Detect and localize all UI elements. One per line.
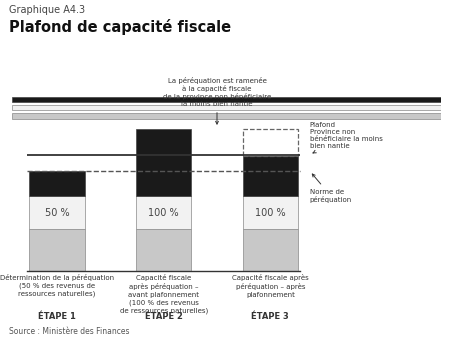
Bar bbox=[29, 229, 85, 271]
Bar bbox=[243, 197, 298, 229]
Text: Capacité fiscale
après péréquation –
avant plafonnement
(100 % des revenus
de re: Capacité fiscale après péréquation – ava… bbox=[120, 274, 208, 314]
Bar bbox=[136, 229, 191, 271]
Text: Graphique A4.3: Graphique A4.3 bbox=[9, 5, 85, 15]
Bar bbox=[136, 197, 191, 229]
Text: 50 %: 50 % bbox=[45, 208, 69, 218]
Bar bbox=[243, 229, 298, 271]
Text: ÉTAPE 3: ÉTAPE 3 bbox=[252, 312, 289, 321]
Text: ÉTAPE 1: ÉTAPE 1 bbox=[38, 312, 76, 321]
Text: 100 %: 100 % bbox=[148, 208, 179, 218]
Text: 100 %: 100 % bbox=[255, 208, 286, 218]
Text: Source : Ministère des Finances: Source : Ministère des Finances bbox=[9, 327, 130, 336]
Bar bbox=[136, 130, 191, 197]
Bar bbox=[29, 197, 85, 229]
Text: ÉTAPE 2: ÉTAPE 2 bbox=[145, 312, 183, 321]
Bar bbox=[243, 156, 298, 197]
Bar bbox=[29, 171, 85, 197]
Text: Plafond
Province non
bénéficiaire la moins
bien nantie: Plafond Province non bénéficiaire la moi… bbox=[310, 122, 382, 153]
Bar bbox=[12, 97, 450, 102]
Bar bbox=[12, 114, 450, 119]
Bar bbox=[243, 130, 298, 156]
Text: La péréquation est ramenée
à la capacité fiscale
de la province non bénéficiaire: La péréquation est ramenée à la capacité… bbox=[163, 77, 271, 124]
Bar bbox=[12, 105, 450, 111]
Text: Plafond de capacité fiscale: Plafond de capacité fiscale bbox=[9, 19, 231, 35]
Text: Capacité fiscale après
péréquation – après
plafonnement: Capacité fiscale après péréquation – apr… bbox=[232, 274, 309, 298]
Text: Norme de
péréquation: Norme de péréquation bbox=[310, 174, 352, 203]
Text: Détermination de la péréquation
(50 % des revenus de
ressources naturelles): Détermination de la péréquation (50 % de… bbox=[0, 274, 114, 297]
